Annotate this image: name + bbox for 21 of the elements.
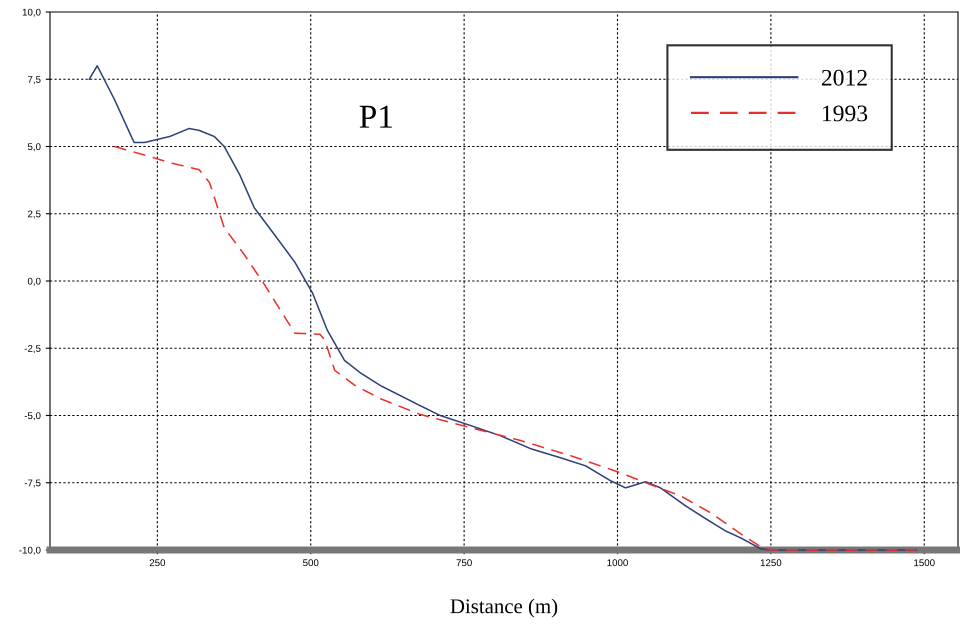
y-tick-label: 2,5	[28, 210, 41, 219]
x-axis-title: Distance (m)	[450, 598, 558, 618]
y-tick-label: -10,0	[19, 546, 41, 555]
y-tick-label: 7,5	[28, 76, 41, 84]
y-tick-label: 0,0	[28, 278, 41, 286]
x-tick-label: 250	[150, 559, 166, 566]
x-tick-label: 1000	[607, 559, 628, 566]
x-tick-label: 750	[456, 559, 472, 566]
legend-label: 1993	[822, 106, 868, 122]
y-tick-label: -7,5	[24, 480, 41, 488]
y-tick-label: -5,0	[24, 412, 41, 420]
line-series	[88, 65, 918, 551]
y-tick-label: 5,0	[28, 143, 41, 152]
annotation: P1	[360, 106, 392, 128]
x-tick-label: 500	[303, 559, 318, 566]
y-tick-label: -2,5	[24, 344, 41, 354]
y-tick-label: 10,0	[22, 8, 41, 17]
x-tick-label: 1250	[760, 559, 782, 566]
legend-label: 2012	[822, 70, 867, 86]
x-tick-label: 1500	[914, 559, 935, 566]
line-series	[114, 146, 918, 551]
